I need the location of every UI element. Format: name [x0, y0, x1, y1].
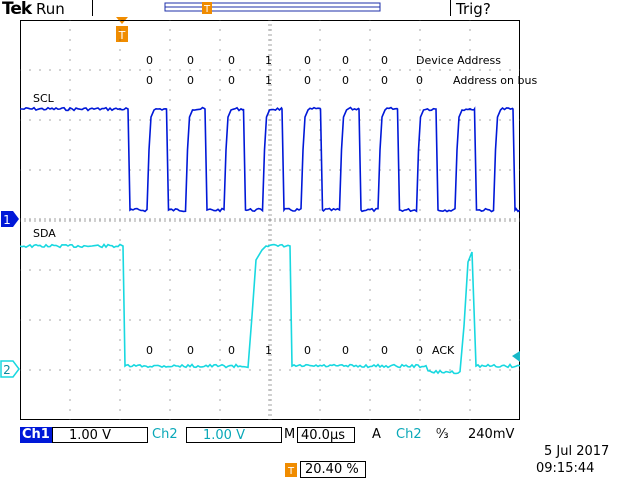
bus-address-label: Address on bus — [453, 74, 538, 87]
ch1-ground-marker: 1 — [1, 211, 19, 227]
sda-trace-label: SDA — [33, 227, 56, 240]
bus-address-bit-6: 0 — [381, 74, 388, 87]
trigger-source[interactable]: Ch2 — [396, 427, 422, 442]
time-readout: 09:15:44 — [536, 461, 595, 476]
record-trigger-marker: T — [202, 2, 212, 15]
trigger-slope-icon: ↉ — [436, 427, 449, 442]
device-address-bit-4: 0 — [304, 54, 311, 67]
ch2-marker-label: 2 — [3, 363, 11, 377]
sda-bit-2: 0 — [228, 344, 235, 357]
status-divider-left — [92, 0, 93, 16]
trigger-position-icon: T — [285, 463, 297, 477]
bus-address-bit-0: 0 — [146, 74, 153, 87]
sda-bit-7: 0 — [416, 344, 423, 357]
scl-waveform — [20, 106, 520, 213]
ch2-button[interactable]: Ch2 — [152, 427, 178, 442]
device-address-bit-2: 0 — [228, 54, 235, 67]
ch1-marker-label: 1 — [3, 213, 11, 227]
status-divider-right — [450, 0, 451, 16]
sda-waveform — [20, 243, 520, 375]
sda-bit-6: 0 — [381, 344, 388, 357]
device-address-bit-0: 0 — [146, 54, 153, 67]
sda-bit-0: 0 — [146, 344, 153, 357]
trigger-position-value[interactable]: 20.40 % — [300, 461, 366, 478]
sda-bit-5: 0 — [342, 344, 349, 357]
bus-address-bit-1: 0 — [187, 74, 194, 87]
bus-address-bit-2: 0 — [228, 74, 235, 87]
device-address-bit-3: 1 — [265, 54, 272, 67]
timebase-prefix: M — [284, 427, 296, 442]
bus-address-bit-7: 0 — [416, 74, 423, 87]
device-address-bit-1: 0 — [187, 54, 194, 67]
device-address-bit-5: 0 — [342, 54, 349, 67]
sda-bit-4: 0 — [304, 344, 311, 357]
oscilloscope-graticule — [20, 20, 520, 420]
ch1-button[interactable]: Ch1 — [20, 427, 52, 443]
ch1-scale: 1.00 V — [52, 427, 148, 443]
record-position-indicator — [164, 2, 381, 12]
bus-address-bit-3: 1 — [265, 74, 272, 87]
trigger-status: Trig? — [456, 0, 491, 18]
trigger-mode: A — [372, 427, 381, 442]
acquisition-status: Run — [36, 0, 65, 18]
device-address-bit-6: 0 — [381, 54, 388, 67]
svg-text:T: T — [287, 466, 295, 477]
ack-label: ACK — [432, 344, 455, 357]
scl-trace-label: SCL — [33, 92, 54, 105]
device-address-label: Device Address — [416, 54, 501, 67]
ch2-ground-marker: 2 — [0, 360, 20, 378]
bus-address-bit-4: 0 — [304, 74, 311, 87]
trigger-level[interactable]: 240mV — [468, 427, 515, 442]
svg-text:T: T — [118, 29, 126, 42]
bus-address-bit-5: 0 — [342, 74, 349, 87]
date-readout: 5 Jul 2017 — [544, 444, 610, 459]
svg-text:T: T — [203, 4, 211, 15]
timebase-value[interactable]: 40.0µs — [297, 427, 355, 443]
ch2-scale: 1.00 V — [186, 427, 282, 443]
trigger-level-marker — [512, 351, 520, 362]
sda-bit-1: 0 — [187, 344, 194, 357]
tek-logo: Tek — [2, 0, 32, 19]
sda-bit-3: 1 — [265, 344, 272, 357]
